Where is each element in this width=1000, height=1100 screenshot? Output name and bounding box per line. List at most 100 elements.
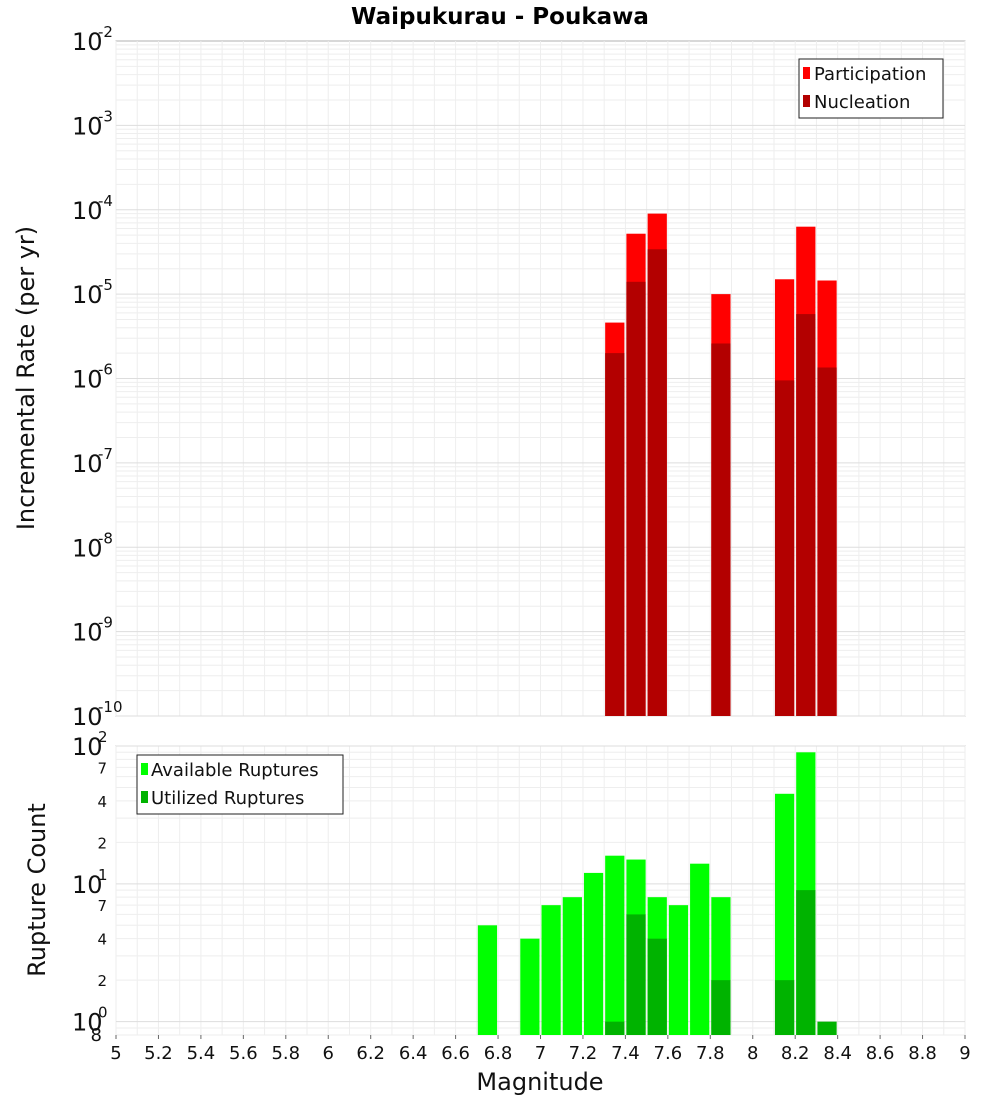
available-bar <box>541 905 561 1035</box>
count-y-minor-tick-label: 2 <box>97 972 107 990</box>
rate-y-tick-exponent: -2 <box>98 23 113 41</box>
available-bar <box>477 925 498 1035</box>
utilized-bar <box>817 1021 837 1035</box>
available-bar <box>520 938 540 1035</box>
chart-title: Waipukurau - Poukawa <box>351 4 649 30</box>
rate-y-tick-label: 10 <box>72 619 103 647</box>
count-y-minor-tick-label: 2 <box>97 834 107 852</box>
rate-grid <box>115 41 966 717</box>
legend-label-participation: Participation <box>814 64 926 85</box>
utilized-bar <box>647 938 667 1035</box>
x-tick-label: 8 <box>747 1043 758 1064</box>
x-tick-label: 5 <box>110 1043 121 1064</box>
x-tick-label: 7.4 <box>611 1043 640 1064</box>
x-axis-label: Magnitude <box>476 1068 603 1096</box>
x-tick-label: 5.4 <box>187 1043 216 1064</box>
x-tick-label: 6 <box>323 1043 334 1064</box>
count-y-tick-label: 10 <box>72 1009 103 1037</box>
legend-label-available: Available Ruptures <box>151 760 319 781</box>
x-tick-label: 6.2 <box>356 1043 385 1064</box>
count-y-minor-tick-label: 8 <box>91 1025 102 1046</box>
legend-label-utilized: Utilized Ruptures <box>151 788 304 809</box>
utilized-bar <box>711 980 731 1035</box>
utilized-bar <box>774 980 795 1035</box>
count-legend: Available Ruptures Utilized Ruptures <box>136 754 344 815</box>
count-y-minor-tick-label: 7 <box>97 897 107 915</box>
available-bar <box>583 872 604 1035</box>
rate-y-tick-label: 10 <box>72 197 103 225</box>
rate-y-tick-label: 10 <box>72 450 103 478</box>
available-bar <box>690 863 710 1035</box>
count-y-minor-tick-label: 4 <box>97 931 107 949</box>
rate-y-tick-label: 10 <box>72 366 103 394</box>
utilized-bar <box>626 914 646 1035</box>
x-tick-label: 8.4 <box>823 1043 852 1064</box>
rate-y-tick-exponent: -7 <box>98 445 113 463</box>
x-tick-label: 8.6 <box>866 1043 895 1064</box>
x-tick-label: 8.2 <box>781 1043 810 1064</box>
rate-bars <box>605 213 837 717</box>
legend-swatch-available <box>141 763 148 775</box>
rate-y-tick-exponent: -5 <box>98 276 113 294</box>
x-tick-label: 6.8 <box>484 1043 513 1064</box>
count-y-minor-tick-label: 7 <box>97 759 107 777</box>
rate-y-tick-label: 10 <box>72 534 103 562</box>
count-y-tick-label: 10 <box>72 733 103 761</box>
legend-label-nucleation: Nucleation <box>814 92 910 113</box>
count-y-axis-label: Rupture Count <box>23 803 51 977</box>
x-tick-label: 8.8 <box>908 1043 937 1064</box>
nucleation-bar <box>626 281 646 716</box>
x-tick-label: 6.6 <box>441 1043 470 1064</box>
rate-y-tick-exponent: -10 <box>98 698 123 716</box>
count-legend-box <box>136 754 344 815</box>
rate-y-tick-label: 10 <box>72 281 103 309</box>
rate-y-tick-label: 10 <box>72 112 103 140</box>
available-bar <box>668 905 689 1035</box>
legend-swatch-participation <box>803 67 810 79</box>
count-y-tick-exponent: 1 <box>98 866 108 884</box>
rate-y-tick-label: 10 <box>72 28 103 56</box>
nucleation-bar <box>817 367 837 716</box>
x-tick-label: 7.2 <box>569 1043 598 1064</box>
rate-y-tick-exponent: -4 <box>98 192 113 210</box>
nucleation-bar <box>605 353 625 716</box>
x-tick-label: 5.8 <box>271 1043 300 1064</box>
rate-y-tick-exponent: -9 <box>98 614 113 632</box>
count-bars <box>477 752 837 1035</box>
x-tick-label: 7.6 <box>654 1043 683 1064</box>
utilized-bar <box>605 1021 625 1035</box>
magnitude-x-ticks: 5 5.2 5.4 5.6 5.8 6 6.2 6.4 6.6 6.8 7 7.2 7.4 7.6 7.8 8… <box>110 1035 971 1064</box>
utilized-bar <box>796 890 816 1035</box>
rate-y-tick-label: 10 <box>72 703 103 731</box>
rate-legend-box <box>798 58 944 119</box>
x-tick-label: 5.6 <box>229 1043 258 1064</box>
available-bar <box>562 897 582 1035</box>
nucleation-bar <box>711 343 731 716</box>
x-tick-label: 6.4 <box>399 1043 428 1064</box>
rate-y-tick-exponent: -8 <box>98 529 113 547</box>
nucleation-bar <box>774 380 795 716</box>
count-y-tick-exponent: 0 <box>98 1004 108 1022</box>
available-bar <box>774 793 795 1035</box>
x-tick-label: 9 <box>959 1043 970 1064</box>
legend-swatch-utilized <box>141 791 148 803</box>
legend-swatch-nucleation <box>803 95 810 107</box>
rate-y-tick-exponent: -6 <box>98 361 113 379</box>
x-tick-label: 7.8 <box>696 1043 725 1064</box>
x-tick-label: 7 <box>535 1043 546 1064</box>
count-y-tick-exponent: 2 <box>98 728 108 746</box>
count-y-minor-tick-label: 4 <box>97 793 107 811</box>
x-tick-label: 5.2 <box>144 1043 173 1064</box>
nucleation-bar <box>796 314 816 716</box>
rate-y-axis-label: Incremental Rate (per yr) <box>12 226 40 530</box>
rate-y-tick-exponent: -3 <box>98 107 113 125</box>
rate-legend: Participation Nucleation <box>798 58 944 119</box>
count-y-tick-label: 10 <box>72 871 103 899</box>
available-bar <box>605 855 625 1035</box>
nucleation-bar <box>647 249 667 716</box>
